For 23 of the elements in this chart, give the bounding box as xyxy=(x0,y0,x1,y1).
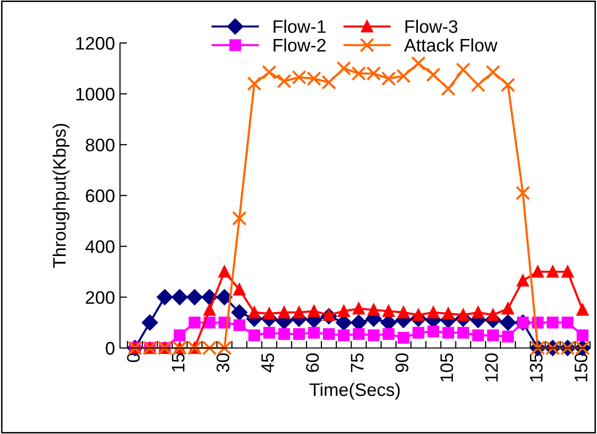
x-tick-label: 45 xyxy=(261,353,274,372)
y-tick-label: 1000 xyxy=(76,88,114,101)
y-tick-label: 1200 xyxy=(76,36,114,50)
y-tick-label: 200 xyxy=(86,291,114,304)
x-tick-label: 90 xyxy=(396,353,408,372)
x-tick-label: 30 xyxy=(216,353,230,372)
y-tick-label: 400 xyxy=(85,240,114,254)
legend-label: Flow-1 xyxy=(274,20,326,33)
y-tick-label: 800 xyxy=(86,138,114,152)
y-axis-title: Throughput(Kbps) xyxy=(52,124,70,268)
x-axis-title: Time(Secs) xyxy=(310,382,400,400)
legend-label: Flow-2 xyxy=(274,38,326,52)
y-tick-label: 600 xyxy=(86,189,114,202)
x-tick-label: 15 xyxy=(172,353,185,372)
x-tick-label: 150 xyxy=(574,353,588,382)
x-tick-label: 120 xyxy=(485,353,498,382)
x-tick-label: 135 xyxy=(530,353,543,382)
legend-label: Flow-3 xyxy=(406,20,458,33)
x-tick-label: 60 xyxy=(306,353,319,372)
x-tick-label: 75 xyxy=(350,353,364,372)
legend-label: Attack Flow xyxy=(404,38,498,52)
y-tick-label: 0 xyxy=(106,342,114,355)
x-tick-label: 105 xyxy=(440,353,454,382)
